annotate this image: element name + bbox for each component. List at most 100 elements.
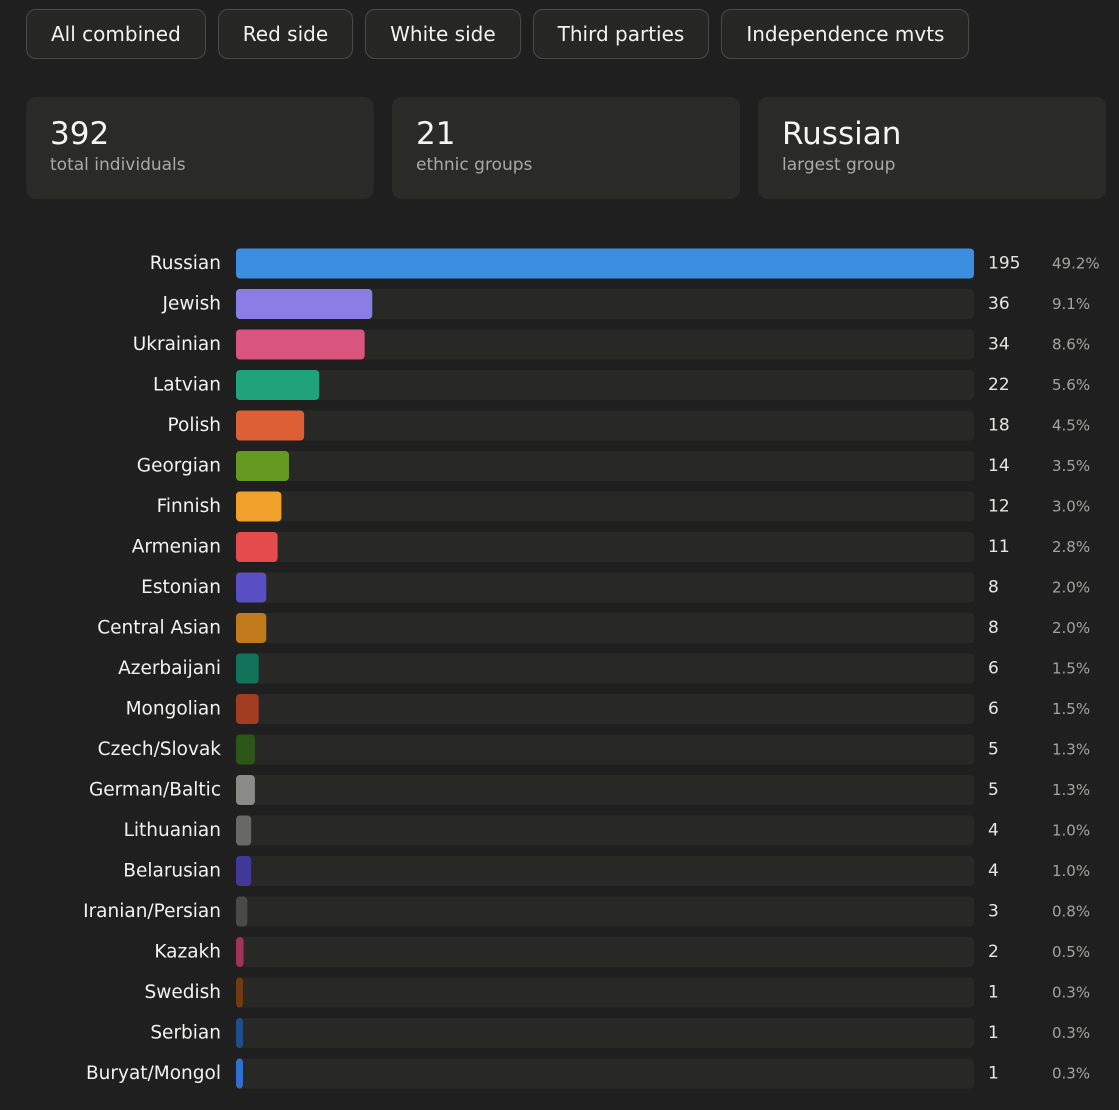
bar-track-ukrainian bbox=[236, 329, 974, 360]
bar-jewish bbox=[236, 289, 373, 319]
bar-track-azerbaijani bbox=[236, 653, 974, 684]
bar-label-georgian: Georgian bbox=[137, 456, 221, 477]
percent-label-kazakh: 0.5% bbox=[1052, 943, 1090, 961]
stat-value-groups: 21 bbox=[416, 116, 456, 152]
bar-row-ukrainian: Ukrainian 34 8.6% bbox=[133, 329, 1090, 360]
filter-tabs: All combined Red side White side Third p… bbox=[26, 9, 970, 59]
stat-label-groups: ethnic groups bbox=[416, 155, 533, 175]
bar-label-iranian-persian: Iranian/Persian bbox=[83, 901, 221, 922]
percent-label-georgian: 3.5% bbox=[1052, 457, 1090, 475]
bar-row-swedish: Swedish 1 0.3% bbox=[144, 977, 1090, 1008]
tab-red-side[interactable]: Red side bbox=[217, 9, 354, 59]
bar-label-armenian: Armenian bbox=[132, 537, 221, 558]
percent-label-serbian: 0.3% bbox=[1052, 1024, 1090, 1042]
bar-label-lithuanian: Lithuanian bbox=[124, 820, 221, 841]
percent-label-german-baltic: 1.3% bbox=[1052, 781, 1090, 799]
stat-label-largest: largest group bbox=[782, 155, 896, 175]
bar-track-polish bbox=[236, 410, 974, 441]
count-label-azerbaijani: 6 bbox=[988, 659, 999, 679]
bar-serbian bbox=[236, 1018, 243, 1048]
percent-label-russian: 49.2% bbox=[1052, 255, 1100, 273]
percent-label-armenian: 2.8% bbox=[1052, 538, 1090, 556]
bar-iranian-persian bbox=[236, 896, 248, 927]
bar-track-serbian bbox=[236, 1018, 974, 1048]
count-label-serbian: 1 bbox=[988, 1023, 999, 1043]
bar-label-polish: Polish bbox=[168, 415, 221, 436]
stat-value-total: 392 bbox=[50, 116, 110, 152]
count-label-jewish: 36 bbox=[988, 294, 1010, 314]
stat-card-total: 392 total individuals bbox=[26, 97, 374, 199]
bar-track-mongolian bbox=[236, 694, 974, 724]
bar-estonian bbox=[236, 572, 267, 603]
bar-czech-slovak bbox=[236, 734, 255, 765]
bar-swedish bbox=[236, 977, 243, 1008]
count-label-buryat-mongol: 1 bbox=[988, 1064, 999, 1084]
count-label-belarusian: 4 bbox=[988, 861, 999, 881]
bar-label-czech-slovak: Czech/Slovak bbox=[98, 739, 222, 760]
bar-label-belarusian: Belarusian bbox=[123, 861, 221, 882]
bar-track-buryat-mongol bbox=[236, 1058, 974, 1089]
count-label-estonian: 8 bbox=[988, 578, 999, 598]
bar-row-mongolian: Mongolian 6 1.5% bbox=[126, 694, 1090, 724]
bar-row-jewish: Jewish 36 9.1% bbox=[162, 289, 1090, 319]
bar-track-georgian bbox=[236, 451, 974, 481]
bar-label-estonian: Estonian bbox=[141, 577, 221, 598]
bar-row-finnish: Finnish 12 3.0% bbox=[157, 491, 1090, 522]
count-label-ukrainian: 34 bbox=[988, 335, 1010, 355]
bar-track-central-asian bbox=[236, 613, 974, 643]
bar-track-iranian-persian bbox=[236, 896, 974, 927]
tab-all-combined[interactable]: All combined bbox=[26, 9, 206, 59]
percent-label-czech-slovak: 1.3% bbox=[1052, 741, 1090, 759]
bar-label-russian: Russian bbox=[150, 253, 221, 274]
bar-lithuanian bbox=[236, 815, 252, 846]
bar-row-polish: Polish 18 4.5% bbox=[168, 410, 1090, 441]
count-label-armenian: 11 bbox=[988, 537, 1010, 557]
bar-row-estonian: Estonian 8 2.0% bbox=[141, 572, 1090, 603]
percent-label-lithuanian: 1.0% bbox=[1052, 822, 1090, 840]
percent-label-central-asian: 2.0% bbox=[1052, 619, 1090, 637]
tab-third-parties[interactable]: Third parties bbox=[532, 9, 710, 59]
stat-card-largest: Russian largest group bbox=[758, 97, 1106, 199]
bar-track-armenian bbox=[236, 532, 974, 562]
bar-track-finnish bbox=[236, 491, 974, 522]
count-label-central-asian: 8 bbox=[988, 618, 999, 638]
bar-track-czech-slovak bbox=[236, 734, 974, 765]
tab-white-side[interactable]: White side bbox=[365, 9, 521, 59]
count-label-georgian: 14 bbox=[988, 456, 1010, 476]
bar-label-central-asian: Central Asian bbox=[97, 618, 221, 639]
bar-track-latvian bbox=[236, 370, 974, 400]
bar-row-kazakh: Kazakh 2 0.5% bbox=[154, 937, 1090, 967]
percent-label-estonian: 2.0% bbox=[1052, 579, 1090, 597]
bar-label-serbian: Serbian bbox=[150, 1023, 221, 1044]
bar-ukrainian bbox=[236, 329, 365, 360]
percent-label-finnish: 3.0% bbox=[1052, 498, 1090, 516]
bar-label-latvian: Latvian bbox=[153, 375, 221, 396]
count-label-kazakh: 2 bbox=[988, 942, 999, 962]
bar-row-german-baltic: German/Baltic 5 1.3% bbox=[89, 775, 1090, 805]
bar-row-russian: Russian 195 49.2% bbox=[150, 248, 1100, 279]
bar-buryat-mongol bbox=[236, 1058, 243, 1089]
bar-mongolian bbox=[236, 694, 259, 724]
bar-armenian bbox=[236, 532, 278, 562]
bar-row-lithuanian: Lithuanian 4 1.0% bbox=[124, 815, 1090, 846]
percent-label-azerbaijani: 1.5% bbox=[1052, 660, 1090, 678]
bar-track-lithuanian bbox=[236, 815, 974, 846]
tab-independence-movements[interactable]: Independence mvts bbox=[721, 9, 970, 59]
stat-value-largest: Russian bbox=[782, 116, 902, 152]
bar-row-serbian: Serbian 1 0.3% bbox=[150, 1018, 1090, 1048]
percent-label-iranian-persian: 0.8% bbox=[1052, 903, 1090, 921]
bar-label-kazakh: Kazakh bbox=[154, 942, 221, 963]
percent-label-latvian: 5.6% bbox=[1052, 376, 1090, 394]
bar-track-german-baltic bbox=[236, 775, 974, 805]
bar-label-jewish: Jewish bbox=[162, 294, 221, 315]
count-label-swedish: 1 bbox=[988, 983, 999, 1003]
bar-track-belarusian bbox=[236, 856, 974, 886]
bar-row-central-asian: Central Asian 8 2.0% bbox=[97, 613, 1090, 643]
bar-label-azerbaijani: Azerbaijani bbox=[118, 658, 221, 679]
bar-german-baltic bbox=[236, 775, 255, 805]
count-label-czech-slovak: 5 bbox=[988, 740, 999, 760]
ethnic-groups-bar-chart: Russian 195 49.2%Jewish 36 9.1%Ukrainian 34 8.… bbox=[83, 248, 1100, 1089]
stat-label-total: total individuals bbox=[50, 155, 186, 175]
count-label-mongolian: 6 bbox=[988, 699, 999, 719]
bar-finnish bbox=[236, 491, 282, 522]
